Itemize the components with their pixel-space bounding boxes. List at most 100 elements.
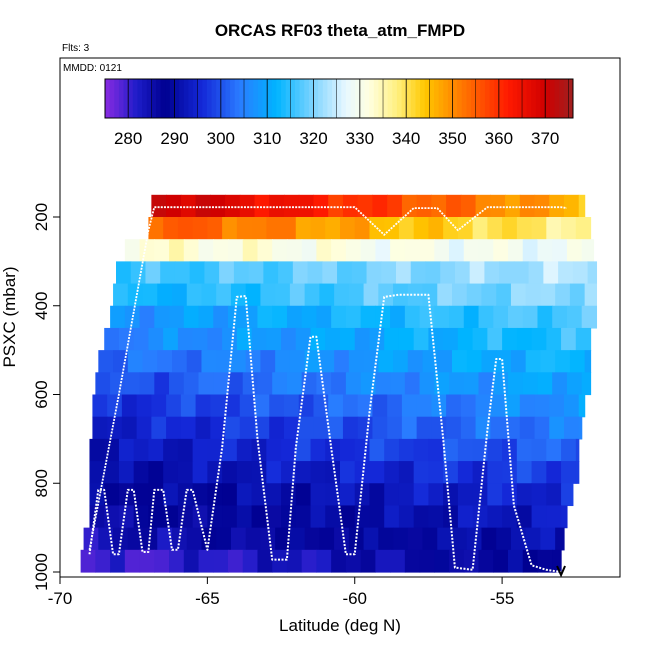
colorbar-swatch <box>359 79 365 118</box>
colorbar-swatch <box>128 79 134 118</box>
heatmap-cell <box>289 350 306 373</box>
colorbar-swatch <box>522 79 528 118</box>
heatmap-cell <box>516 505 533 529</box>
heatmap-cell <box>449 549 465 573</box>
heatmap-cell <box>198 549 214 573</box>
heatmap-cell <box>163 483 179 507</box>
colorbar-tick-label: 330 <box>346 129 374 148</box>
heatmap-cell <box>404 305 421 329</box>
colorbar-swatch <box>105 79 111 118</box>
heatmap-cell <box>292 261 309 285</box>
heatmap-cell <box>216 527 232 551</box>
heatmap-cell <box>148 217 164 240</box>
heatmap-cell <box>166 194 182 218</box>
heatmap-cell <box>502 327 518 351</box>
chart-title: ORCAS RF03 theta_atm_FMPD <box>215 21 465 40</box>
heatmap-cell <box>278 261 294 285</box>
heatmap-cell <box>334 527 350 551</box>
heatmap-cell <box>558 261 574 285</box>
heatmap-cell <box>127 283 144 307</box>
colorbar-swatch <box>318 79 324 118</box>
colorbar-swatch <box>568 79 574 118</box>
heatmap-cell <box>104 327 120 351</box>
heatmap-cell <box>104 505 120 529</box>
heatmap-cell <box>369 438 385 462</box>
heatmap-cell <box>578 416 583 440</box>
heatmap-cell <box>239 194 256 218</box>
colorbar-swatch <box>294 79 301 118</box>
heatmap-cell <box>207 505 223 529</box>
heatmap-cell <box>192 217 208 240</box>
heatmap-cell <box>342 416 359 440</box>
colorbar-swatch <box>420 79 426 118</box>
heatmap-cell <box>478 549 494 573</box>
heatmap-cell <box>354 438 371 462</box>
heatmap-cell <box>413 438 430 462</box>
heatmap-cell <box>301 239 318 262</box>
heatmap-cell <box>95 549 111 573</box>
heatmap-cell <box>446 194 462 218</box>
heatmap-cell <box>242 239 259 262</box>
heatmap-cell <box>398 217 415 240</box>
heatmap-cell <box>487 461 503 484</box>
x-tick-label: -70 <box>48 589 73 608</box>
heatmap-cell <box>428 505 444 529</box>
heatmap-cell <box>328 416 344 440</box>
heatmap-cell <box>508 239 524 262</box>
heatmap-cell <box>228 549 244 573</box>
colorbar-swatch <box>433 79 440 118</box>
heatmap-cell <box>478 372 494 396</box>
colorbar-swatch <box>332 79 338 118</box>
heatmap-cell <box>340 438 356 462</box>
heatmap-cell <box>419 239 435 262</box>
heatmap-cell <box>186 283 203 307</box>
date-note: MMDD: 0121 <box>63 63 122 74</box>
heatmap-cell <box>213 372 229 396</box>
heatmap-cell <box>516 483 533 507</box>
heatmap-cell <box>186 350 203 373</box>
heatmap-cell <box>254 194 270 218</box>
heatmap-cell <box>166 394 182 418</box>
heatmap-cell <box>534 394 550 418</box>
colorbar-swatch <box>554 79 560 118</box>
heatmap-cell <box>107 416 123 440</box>
heatmap-cell <box>419 372 435 396</box>
heatmap-cell <box>475 394 491 418</box>
heatmap-cell <box>516 217 533 240</box>
heatmap-cell <box>269 194 285 218</box>
heatmap-cell <box>307 261 323 285</box>
colorbar-swatch <box>197 79 203 118</box>
heatmap-cell <box>251 505 267 529</box>
heatmap-cell <box>372 194 388 218</box>
heatmap-cell <box>345 372 362 396</box>
heatmap-cell <box>360 549 376 573</box>
heatmap-cell <box>139 305 155 329</box>
heatmap-cell <box>431 194 447 218</box>
heatmap-cell <box>387 194 403 218</box>
colorbar-swatch <box>183 79 189 118</box>
heatmap-cell <box>121 416 138 440</box>
heatmap-cell <box>428 483 444 507</box>
heatmap-cell <box>413 327 430 351</box>
heatmap-cell <box>304 527 320 551</box>
heatmap-cell <box>127 350 144 373</box>
heatmap-cell <box>269 416 285 440</box>
heatmap-cell <box>169 239 185 262</box>
heatmap-cell <box>210 194 226 218</box>
colorbar-swatch <box>322 79 328 118</box>
heatmap-cell <box>163 461 179 484</box>
colorbar-swatch <box>271 79 277 118</box>
heatmap-cell <box>398 327 415 351</box>
heatmap-cell <box>428 461 444 484</box>
heatmap-cell <box>98 527 114 551</box>
colorbar-swatch <box>290 79 296 118</box>
colorbar-swatch <box>350 79 356 118</box>
heatmap-cell <box>80 549 96 573</box>
colorbar-swatch <box>461 79 467 118</box>
heatmap-cell <box>537 305 553 329</box>
heatmap-cell <box>340 217 356 240</box>
heatmap-cell <box>363 527 379 551</box>
heatmap-cell <box>375 239 391 262</box>
heatmap-cell <box>564 394 580 418</box>
colorbar-swatch <box>327 79 333 118</box>
